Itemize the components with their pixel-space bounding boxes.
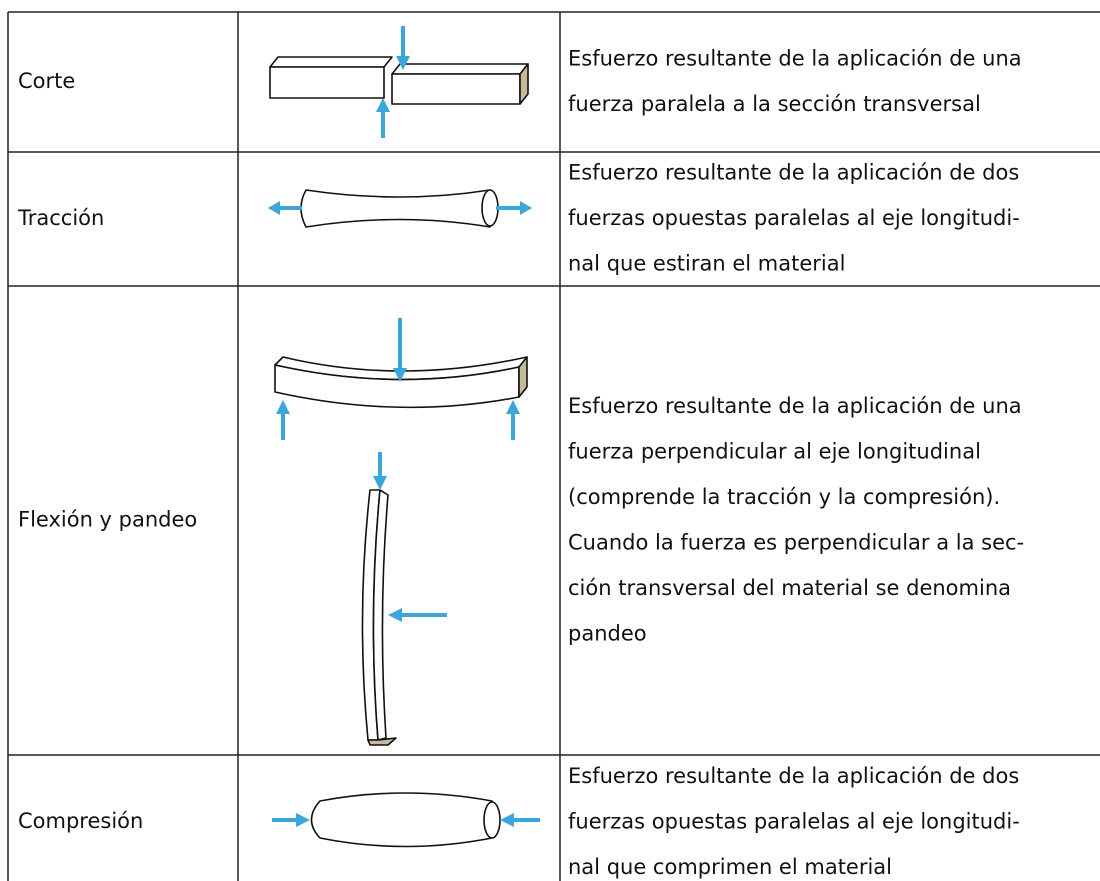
illustration-traccion (268, 189, 532, 228)
row-description: fuerza perpendicular al eje longitudinal (568, 439, 981, 463)
row-name: Compresión (18, 809, 143, 833)
row-name: Flexión y pandeo (18, 508, 197, 532)
row-description: Esfuerzo resultante de la aplicación de … (568, 46, 1022, 70)
row-description: ción transversal del material se denomin… (568, 576, 1011, 600)
row-description: fuerzas opuestas paralelas al eje longit… (568, 810, 1020, 834)
illustration-corte (269, 26, 529, 138)
row-name: Corte (18, 69, 75, 93)
illustration-compresion (272, 792, 540, 848)
row-description: nal que estiran el material (568, 252, 845, 276)
illustration-flexion (274, 318, 528, 746)
row-description: nal que comprimen el material (568, 855, 892, 879)
row-description: Cuando la fuerza es perpendicular a la s… (568, 530, 1024, 554)
row-description: Esfuerzo resultante de la aplicación de … (568, 394, 1022, 418)
row-name: Tracción (17, 206, 104, 230)
table-grid (7, 11, 1100, 881)
row-description: fuerzas opuestas paralelas al eje longit… (568, 206, 1020, 230)
row-description: (comprende la tracción y la compresión). (568, 485, 1000, 509)
row-description: pandeo (568, 621, 647, 645)
row-description: Esfuerzo resultante de la aplicación de … (568, 764, 1019, 788)
row-description: Esfuerzo resultante de la aplicación de … (568, 161, 1019, 185)
row-description: fuerza paralela a la sección transversal (568, 92, 981, 116)
